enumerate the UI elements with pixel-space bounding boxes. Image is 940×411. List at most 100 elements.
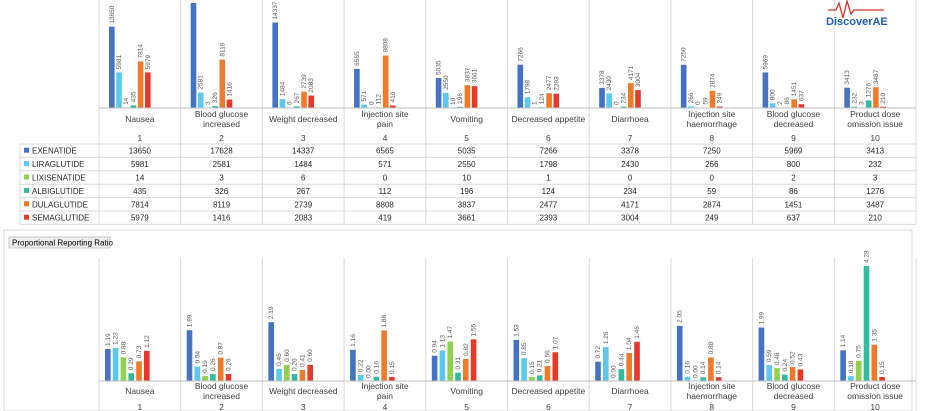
bar-dulaglutide: [709, 90, 716, 108]
bar-value-label: 1484: [279, 81, 286, 96]
bar-dulaglutide: [463, 358, 469, 381]
bar-value-label: 0.26: [226, 358, 233, 371]
bar-value-label: 266: [688, 92, 695, 103]
table-cell: 266: [705, 160, 719, 169]
bar-value-label: 0: [368, 101, 375, 105]
bar-value-label: 1.55: [471, 323, 478, 336]
bar-semaglutide: [880, 106, 886, 108]
bar-liraglutide: [112, 347, 119, 381]
bar-lixisenatide: [284, 364, 290, 381]
legend-key-dulaglutide: [24, 201, 29, 207]
bar-value-label: 0.56: [545, 350, 552, 363]
bar-dulaglutide: [137, 61, 144, 108]
legend-label-lixisenatide: LIXISENATIDE: [32, 174, 86, 183]
bar-lixisenatide: [529, 376, 535, 381]
bar-value-label: 1: [532, 101, 539, 105]
table-cell: 419: [378, 214, 392, 223]
bar-value-label: 232: [851, 92, 858, 103]
bar-value-label: 3413: [844, 70, 851, 85]
table-cell: 8808: [376, 200, 394, 209]
bar-value-label: 7250: [681, 47, 688, 62]
bar-value-label: 0.43: [797, 353, 804, 366]
chart2-category-number: 4: [383, 402, 388, 411]
table-cell: 14337: [292, 147, 315, 156]
bar-liraglutide: [521, 358, 527, 381]
bar-liraglutide: [688, 106, 694, 108]
bar-value-label: 13650: [109, 5, 116, 23]
bar-value-label: 5035: [436, 60, 443, 75]
bar-value-label: 0: [695, 101, 702, 105]
bar-value-label: 59: [702, 97, 709, 105]
bar-albiglutide: [291, 374, 298, 381]
legend-key-albiglutide: [24, 187, 29, 193]
chart2-category-number: 7: [628, 402, 633, 411]
chart2-category-label: Product dose omission issue: [847, 381, 903, 401]
bar-value-label: 0.60: [284, 349, 291, 362]
bar-value-label: 3378: [599, 70, 606, 85]
bar-value-label: 3487: [873, 69, 880, 84]
chart2-category-number: 9: [791, 402, 796, 411]
bar-dulaglutide: [789, 367, 796, 381]
table-cell: 5979: [131, 214, 149, 223]
chart2-category-label: Weight decreased: [269, 386, 338, 396]
legend-key-lixisenatide: [24, 174, 29, 180]
bar-value-label: 6: [287, 101, 294, 105]
table-cell: 6: [301, 174, 306, 183]
bar-semaglutide: [145, 72, 151, 108]
table-cell: 3837: [458, 200, 476, 209]
bar-value-label: 196: [457, 93, 464, 104]
bar-exenatide: [680, 64, 687, 108]
legend-label-semaglutide: SEMAGLUTIDE: [32, 214, 89, 223]
discoverae-logo: DiscoverAE: [826, 0, 888, 28]
bar-dulaglutide: [299, 369, 306, 381]
bar-value-label: 0.15: [389, 361, 396, 374]
table-cell: 17628: [210, 147, 233, 156]
bar-albiglutide: [536, 375, 543, 381]
bar-dulaglutide: [136, 361, 142, 381]
chart1-category-label: Blood glucose increased: [195, 109, 249, 129]
table-cell: 210: [868, 214, 882, 223]
table-cell: 2393: [539, 214, 557, 223]
table-cell: 14: [135, 174, 144, 183]
chart-title: Proportional Reporting Ratio: [12, 239, 113, 248]
chart1-category-number: 7: [628, 133, 633, 143]
bar-liraglutide: [116, 72, 122, 108]
bar-value-label: 326: [212, 92, 219, 103]
bar-value-label: 3: [859, 101, 866, 105]
bar-value-label: 1.04: [626, 337, 633, 350]
table-cell: 0: [383, 174, 388, 183]
table-cell: 232: [868, 160, 882, 169]
table-cell: 2874: [703, 200, 721, 209]
bar-semaglutide: [470, 339, 477, 381]
bar-value-label: 0.45: [276, 353, 283, 366]
bar-albiglutide: [210, 374, 216, 381]
chart2-category-label: Blood glucose decreased: [767, 381, 821, 401]
chart-counts: 1365059811443578145979Nausea117628258133…: [19, 0, 917, 225]
bar-value-label: 14: [123, 97, 130, 105]
table-cell: 10: [462, 174, 471, 183]
bar-value-label: 124: [539, 93, 546, 104]
table-cell: 0: [710, 174, 715, 183]
bar-value-label: 8119: [219, 42, 226, 56]
bar-value-label: 0.44: [618, 353, 625, 366]
chart2-category-label: Vomiting: [450, 386, 483, 396]
bar-value-label: 3: [205, 101, 212, 105]
pulse-line-icon: [828, 0, 884, 19]
bar-semaglutide: [715, 377, 722, 381]
table-cell: 1276: [866, 187, 884, 196]
bar-albiglutide: [373, 376, 380, 381]
bar-value-label: 0.48: [774, 352, 781, 365]
bar-value-label: 0.18: [848, 360, 855, 373]
bar-dulaglutide: [626, 353, 632, 381]
chart-title-box: [8, 236, 111, 249]
bar-semaglutide: [144, 350, 150, 381]
bar-liraglutide: [197, 92, 204, 108]
bar-exenatide: [109, 26, 115, 109]
bar-value-label: 1.47: [447, 325, 454, 338]
bar-value-label: 0.22: [358, 359, 365, 372]
bar-albiglutide: [294, 106, 300, 108]
legend-key-liraglutide: [24, 161, 29, 167]
bar-exenatide: [268, 322, 274, 381]
